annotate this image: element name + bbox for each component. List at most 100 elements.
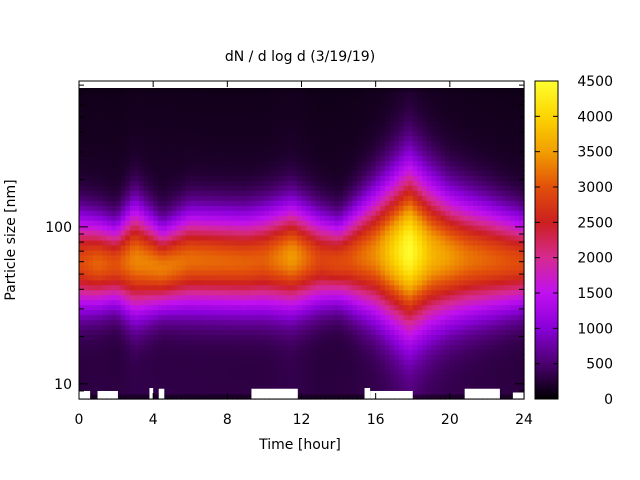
heatmap-cell — [315, 249, 321, 256]
heatmap-cell — [431, 329, 437, 336]
heatmap-cell — [273, 185, 279, 191]
heatmap-cell — [422, 190, 428, 196]
heatmap-cell — [116, 249, 122, 256]
heatmap-cell — [153, 384, 159, 390]
heatmap-cell — [412, 135, 418, 142]
heatmap-cell — [97, 364, 103, 370]
heatmap-cell — [278, 314, 284, 321]
heatmap-cell — [180, 160, 187, 167]
heatmap-cell — [324, 314, 330, 321]
heatmap-cell — [134, 115, 140, 122]
heatmap-cell — [231, 215, 238, 221]
heatmap-cell — [361, 294, 367, 301]
heatmap-cell — [338, 190, 344, 196]
heatmap-cell — [352, 354, 358, 360]
heatmap-cell — [278, 215, 284, 221]
heatmap-cell — [171, 364, 177, 370]
heatmap-cell — [255, 170, 261, 177]
heatmap-cell — [185, 269, 191, 276]
heatmap-cell — [352, 150, 358, 157]
heatmap-cell — [134, 339, 140, 345]
heatmap-cell — [116, 344, 122, 350]
heatmap-cell — [380, 145, 386, 152]
heatmap-cell — [394, 324, 400, 331]
heatmap-cell — [255, 235, 261, 241]
heatmap-cell — [167, 394, 173, 400]
heatmap-cell — [245, 195, 252, 201]
heatmap-cell — [296, 125, 303, 132]
heatmap-cell — [190, 389, 196, 395]
heatmap-cell — [255, 324, 261, 331]
heatmap-cell — [380, 364, 386, 370]
heatmap-cell — [106, 249, 113, 256]
heatmap-cell — [306, 120, 312, 127]
heatmap-cell — [422, 294, 428, 301]
heatmap-cell — [204, 249, 210, 256]
heatmap-cells — [79, 81, 525, 400]
heatmap-cell — [125, 344, 131, 350]
heatmap-cell — [176, 140, 182, 147]
heatmap-cell — [199, 339, 205, 345]
heatmap-cell — [338, 85, 344, 92]
heatmap-cell — [380, 155, 386, 162]
heatmap-cell — [102, 374, 108, 380]
heatmap-cell — [269, 120, 275, 127]
heatmap-cell — [208, 299, 215, 306]
heatmap-cell — [357, 215, 363, 221]
heatmap-cell — [329, 240, 335, 246]
heatmap-cell — [357, 130, 363, 137]
heatmap-cell — [102, 140, 108, 147]
heatmap-cell — [227, 299, 233, 306]
heatmap-cell — [352, 284, 358, 291]
heatmap-cell — [366, 349, 372, 355]
heatmap-cell — [218, 339, 224, 345]
heatmap-cell — [176, 85, 182, 92]
heatmap-cell — [375, 95, 381, 102]
heatmap-cell — [222, 279, 228, 286]
heatmap-cell — [278, 374, 284, 380]
heatmap-cell — [329, 135, 335, 142]
heatmap-cell — [384, 319, 391, 326]
heatmap-cell — [176, 329, 182, 336]
heatmap-cell — [320, 110, 326, 117]
heatmap-cell — [125, 329, 131, 336]
heatmap-cell — [129, 225, 136, 231]
heatmap-cell — [157, 135, 164, 142]
heatmap-cell — [282, 264, 289, 271]
heatmap-cell — [139, 235, 145, 241]
heatmap-cell — [273, 354, 279, 360]
heatmap-cell — [333, 269, 340, 276]
heatmap-cell — [111, 279, 117, 286]
heatmap-cell — [236, 394, 242, 400]
heatmap-cell — [287, 259, 293, 266]
heatmap-cell — [426, 389, 432, 395]
heatmap-cell — [315, 354, 321, 360]
heatmap-cell — [264, 235, 270, 241]
heatmap-cell — [92, 259, 99, 266]
heatmap-cell — [361, 225, 367, 231]
heatmap-cell — [389, 384, 395, 390]
heatmap-cell — [83, 115, 89, 122]
heatmap-cell — [310, 90, 317, 97]
heatmap-cell — [143, 230, 150, 236]
heatmap-cell — [120, 150, 126, 157]
heatmap-cell — [380, 289, 386, 296]
heatmap-cell — [278, 259, 284, 266]
heatmap-cell — [384, 359, 391, 365]
heatmap-cell — [403, 334, 409, 340]
heatmap-cell — [157, 150, 164, 157]
heatmap-cell — [79, 264, 85, 271]
heatmap-cell — [361, 304, 367, 311]
heatmap-cell — [287, 264, 293, 271]
heatmap-cell — [111, 259, 117, 266]
heatmap-cell — [343, 110, 349, 117]
heatmap-cell — [338, 364, 344, 370]
heatmap-cell — [361, 220, 367, 226]
heatmap-cell — [282, 105, 289, 112]
heatmap-cell — [92, 319, 99, 326]
heatmap-cell — [180, 150, 187, 157]
heatmap-cell — [282, 175, 289, 181]
heatmap-cell — [352, 279, 358, 286]
heatmap-cell — [431, 210, 437, 216]
heatmap-cell — [227, 279, 233, 286]
